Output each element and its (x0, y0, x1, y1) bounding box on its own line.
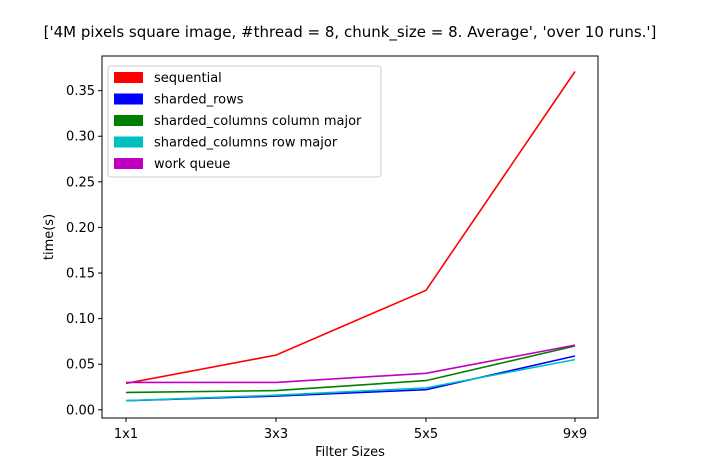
x-tick-label: 1x1 (114, 427, 138, 442)
y-axis: 0.00 0.05 0.10 0.15 0.20 0.25 0.30 0.35 (66, 84, 102, 418)
y-tick-label: 0.00 (66, 403, 95, 418)
x-tick-label: 9x9 (563, 427, 587, 442)
y-tick-label: 0.10 (66, 312, 95, 327)
legend-swatch (114, 136, 143, 148)
legend-swatch (114, 93, 143, 105)
x-tick-label: 3x3 (264, 427, 288, 442)
x-axis-label: Filter Sizes (315, 445, 385, 460)
legend-label: sequential (154, 71, 222, 86)
legend-swatch (114, 72, 143, 83)
y-tick-label: 0.15 (66, 267, 95, 282)
legend-label: sharded_columns row major (154, 136, 338, 151)
legend-label: sharded_columns column major (154, 114, 362, 129)
y-tick-label: 0.05 (66, 358, 95, 373)
y-tick-label: 0.35 (66, 84, 95, 99)
series-line-work-queue (126, 344, 576, 384)
series-line-sharded-columns-column-major (125, 345, 576, 394)
y-tick-label: 0.25 (66, 175, 95, 190)
series-line-sequential (125, 71, 576, 385)
series-line-sharded-columns-row-major (125, 358, 576, 402)
legend: sequential sharded_rows sharded_columns co… (107, 65, 382, 178)
legend-swatch (114, 115, 143, 126)
legend-box (107, 65, 382, 178)
y-tick-label: 0.20 (66, 221, 95, 236)
x-axis: 1x1 3x3 5x5 9x9 (114, 418, 587, 442)
legend-label: sharded_rows (154, 93, 244, 108)
series-lines (125, 71, 576, 402)
y-tick-label: 0.30 (66, 130, 95, 145)
y-axis-label: time(s) (42, 214, 57, 260)
legend-swatch (114, 158, 143, 169)
x-tick-label: 5x5 (414, 427, 438, 442)
legend-label: work queue (154, 157, 230, 172)
chart-title: ['4M pixels square image, #thread = 8, c… (44, 23, 657, 42)
